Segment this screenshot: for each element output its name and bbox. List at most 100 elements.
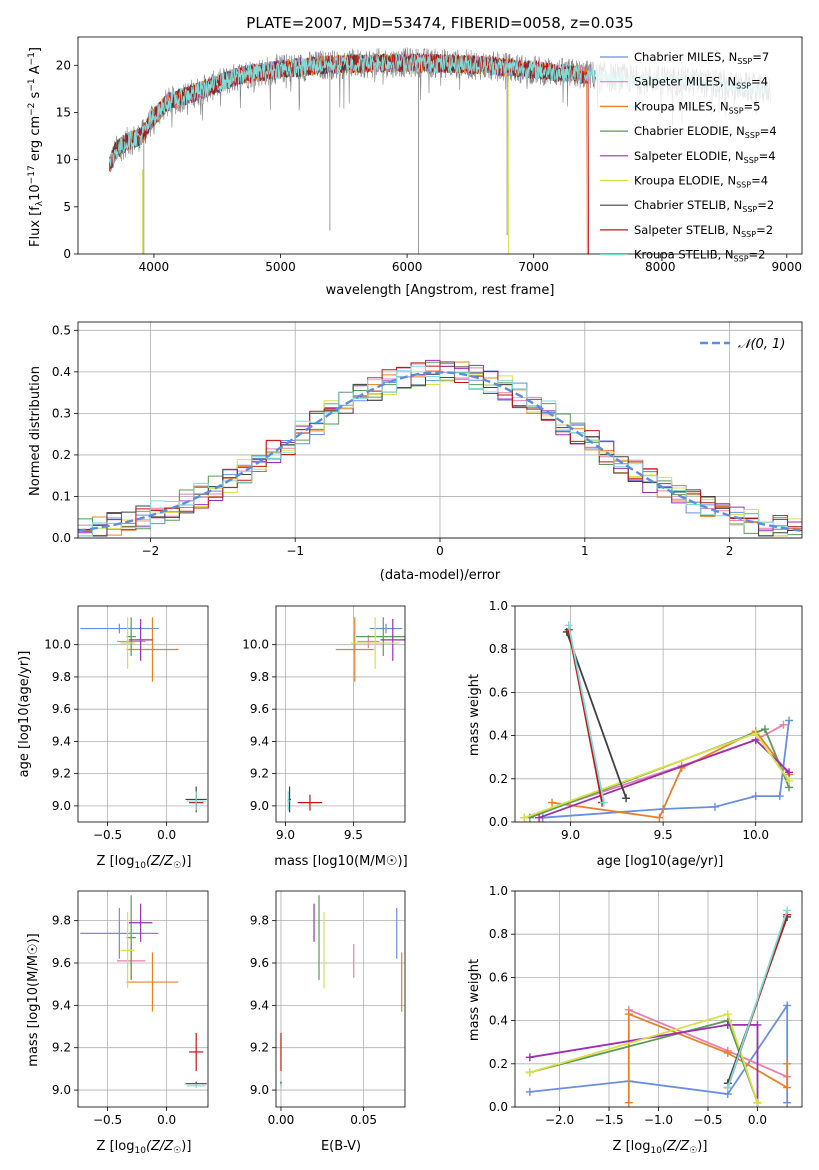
y-tick-label: 0.4 [489, 729, 508, 743]
axes-frame [77, 36, 803, 255]
x-tick-label: 10.0 [742, 828, 769, 842]
legend-name: Kroupa ELODIE, N [634, 174, 736, 188]
x-tick-label: 9.5 [344, 828, 363, 842]
spectrum-ylabel: Flux [fλ10−17 erg cm−2 s−1 A−1] [27, 47, 45, 247]
y-tick-label: 9.0 [250, 1083, 269, 1097]
residual-legend: 𝒩(0, 1) [700, 337, 785, 352]
x-tick-label: −0.5 [93, 1113, 122, 1127]
y-tick-label: 0.8 [489, 927, 508, 941]
legend-sub: SSP [744, 156, 759, 165]
x-tick-label: 0 [436, 544, 444, 558]
legend-name: Chabrier STELIB, N [634, 198, 742, 212]
legend-name: Salpeter ELODIE, N [634, 149, 744, 163]
x-tick-label: 0.0 [157, 828, 176, 842]
x-tick-label: 4000 [139, 260, 170, 274]
legend-sub: SSP [745, 131, 760, 140]
legend-label: Salpeter MILES, NSSP=4 [634, 75, 768, 91]
legend-suffix: =4 [760, 124, 777, 138]
y-tick-label: 10 [56, 153, 71, 167]
y-tick-label: 1.0 [489, 884, 508, 898]
legend-suffix: =2 [749, 248, 766, 262]
y-tick-label: 10.0 [44, 638, 71, 652]
y-tick-label: 9.8 [250, 914, 269, 928]
y-tick-label: 9.8 [52, 670, 71, 684]
legend-label: Kroupa MILES, NSSP=5 [634, 99, 760, 115]
age-vs-mass-panel: 9.0 9.5 9.0 9.2 9.4 9.6 9.8 10.0 [242, 605, 406, 842]
legend-sub: SSP [742, 205, 757, 214]
residuals-panel: −2 −1 0 1 2 0.0 0.1 0.2 0.3 0.4 0.5 𝒩(0, 1) [52, 321, 803, 558]
y-tick-label: 9.6 [52, 702, 71, 716]
age-vs-metallicity-panel: −0.5 0.0 9.0 9.2 9.4 9.6 9.8 10.0 [44, 605, 209, 842]
residuals-ylabel: Normed distribution [28, 366, 43, 496]
residual-histogram-kroupa_elodie [78, 362, 802, 537]
x-tick-label: 9000 [772, 260, 803, 274]
plot-area [78, 359, 802, 537]
legend-suffix: =4 [751, 174, 768, 188]
y-tick-label: 9.4 [52, 734, 71, 748]
spectrum-xlabel: wavelength [Angstrom, rest frame] [326, 283, 555, 298]
x-tick-label: 0.0 [748, 1113, 767, 1127]
legend-suffix: =4 [751, 75, 768, 89]
legend-suffix: =2 [756, 223, 773, 237]
y-tick-label: 9.0 [250, 799, 269, 813]
axes-frame [514, 890, 803, 1108]
x-tick-label: −1.0 [644, 1113, 673, 1127]
wAge-xlabel: age [log10(age/yr)] [597, 854, 724, 869]
plot-area [525, 906, 792, 1107]
y-tick-label: 9.4 [52, 998, 71, 1012]
y-tick-label: 0.5 [52, 323, 71, 337]
axes-frame [514, 605, 803, 823]
y-tick-label: 20 [56, 58, 71, 72]
x-tick-label: 9.0 [276, 828, 295, 842]
weight-line-chabrier_stelib [565, 631, 627, 799]
x-tick-label: 2 [726, 544, 734, 558]
weight-vs-age-panel: 9.0 9.5 10.0 0.0 0.2 0.4 0.6 0.8 1.0 [489, 599, 803, 842]
y-tick-label: 0.2 [52, 448, 71, 462]
legend-label: Salpeter STELIB, NSSP=2 [634, 223, 773, 239]
ageZ-xlabel: Z [log10(Z/Z☉)] [97, 854, 192, 871]
x-tick-label: 0.0 [157, 1113, 176, 1127]
x-tick-label: 9.5 [654, 828, 673, 842]
wAge-ylabel: mass weight [467, 674, 482, 756]
legend-suffix: =7 [752, 50, 769, 64]
mass-vs-metallicity-panel: −0.5 0.0 9.0 9.2 9.4 9.6 9.8 [52, 890, 209, 1127]
legend-name: Salpeter MILES, N [634, 75, 736, 89]
y-tick-label: 9.2 [52, 767, 71, 781]
y-tick-label: 0.2 [489, 772, 508, 786]
weight-line-salpeter_stelib [567, 629, 603, 803]
y-tick-label: 0.6 [489, 685, 508, 699]
mZ-ylabel: mass [log10(M/M☉)] [26, 933, 41, 1066]
legend-sub: SSP [741, 230, 756, 239]
figure-title: PLATE=2007, MJD=53474, FIBERID=0058, z=0… [246, 14, 633, 32]
y-tick-label: 0.3 [52, 406, 71, 420]
legend-sub: SSP [729, 106, 744, 115]
legend-label: Chabrier MILES, NSSP=7 [634, 50, 769, 66]
mass-vs-ebv-panel: 0.00 0.05 9.0 9.2 9.4 9.6 9.8 [250, 890, 406, 1127]
weight-line-chabrier_miles [542, 720, 790, 819]
y-tick-label: 9.4 [250, 998, 269, 1012]
weight-line-kroupa_stelib [567, 625, 605, 803]
x-tick-label: 8000 [645, 260, 676, 274]
legend-name: Kroupa MILES, N [634, 99, 729, 113]
y-tick-label: 9.4 [250, 734, 269, 748]
x-tick-label: −2.0 [545, 1113, 574, 1127]
legend-sub: SSP [736, 181, 751, 190]
y-tick-label: 0.0 [489, 1100, 508, 1114]
y-tick-label: 0.4 [52, 365, 71, 379]
legend-name: Kroupa STELIB, N [634, 248, 734, 262]
weight-line-kroupa_stelib [726, 910, 789, 1088]
x-tick-label: 5000 [265, 260, 296, 274]
legend-label: Salpeter ELODIE, NSSP=4 [634, 149, 776, 165]
plot-area [280, 895, 403, 1088]
plot-area [80, 895, 207, 1088]
y-tick-label: 9.6 [250, 956, 269, 970]
spectrum-panel: 4000 5000 6000 7000 8000 9000 0 5 10 15 20 Chabrier… [56, 36, 803, 274]
plot-area [80, 617, 207, 813]
x-tick-label: 9.0 [561, 828, 580, 842]
axes-frame [275, 605, 406, 823]
y-tick-label: 0.0 [52, 531, 71, 545]
x-tick-label: 1 [581, 544, 589, 558]
mZ-xlabel: Z [log10(Z/Z☉)] [97, 1139, 192, 1156]
wZ-xlabel: Z [log10(Z/Z☉)] [613, 1139, 708, 1156]
